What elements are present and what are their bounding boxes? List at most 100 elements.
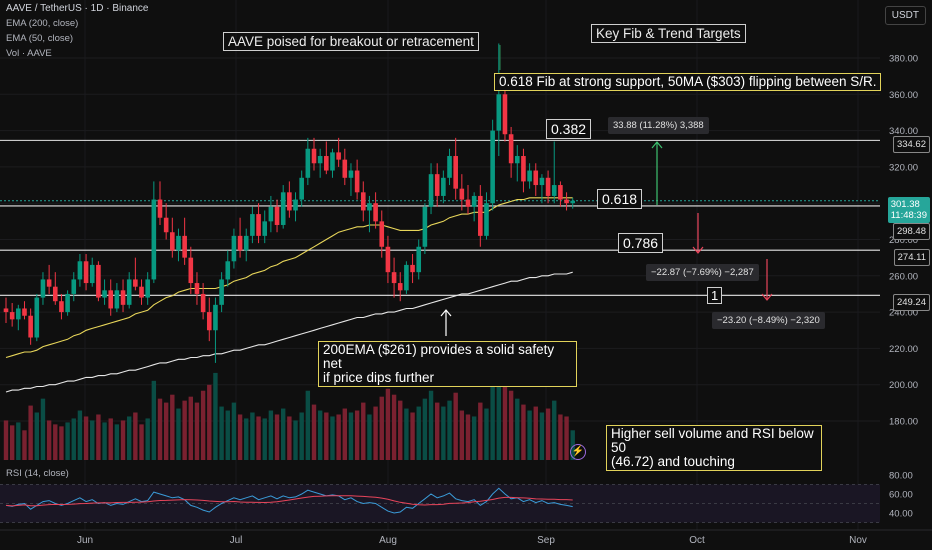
volume-bar	[170, 394, 175, 460]
volume-bar	[244, 418, 249, 460]
candle-body	[471, 195, 477, 207]
volume-bar	[231, 402, 237, 460]
time-tick-label: Sep	[537, 535, 555, 546]
currency-button[interactable]: USDT	[884, 6, 926, 25]
candle-body	[231, 235, 237, 262]
candle-body	[508, 134, 514, 164]
candle-body	[348, 170, 354, 178]
candle-body	[324, 156, 329, 171]
arrow-up-head	[651, 141, 663, 149]
volume-bar	[9, 425, 15, 460]
rsi-tick-label: 80.00	[889, 471, 913, 482]
title-annotation: AAVE poised for breakout or retracement	[223, 32, 479, 51]
candle-body	[22, 308, 27, 316]
ema200-legend[interactable]: EMA (200, close)	[6, 18, 79, 29]
candle-body	[34, 297, 40, 338]
volume-bar	[287, 416, 292, 460]
volume-bar	[262, 418, 267, 460]
candle-body	[521, 156, 526, 182]
candle-body	[96, 264, 101, 298]
ema200-note-line1: 200EMA ($261) provides a solid safety ne…	[323, 342, 555, 371]
volume-legend[interactable]: Vol · AAVE	[6, 48, 52, 59]
price-tick-label: 200.00	[889, 380, 918, 391]
candle-body	[145, 279, 150, 298]
volume-bar	[145, 418, 150, 460]
volume-bar	[3, 420, 9, 460]
volume-bar	[330, 416, 335, 460]
rsi-legend[interactable]: RSI (14, close)	[6, 468, 69, 479]
volume-bar	[398, 400, 403, 460]
candles	[3, 43, 576, 363]
volume-bar	[552, 400, 557, 460]
candle-body	[262, 221, 268, 236]
volume-bar	[502, 382, 508, 460]
candle-body	[533, 170, 539, 186]
volume-bar	[545, 408, 551, 460]
price-tick-label: 260.00	[889, 271, 918, 282]
volume-bar	[367, 414, 372, 460]
volume-bar	[274, 414, 280, 460]
volume-bar	[77, 410, 83, 460]
candle-body	[46, 279, 52, 287]
candle-body	[422, 206, 428, 247]
candle-body	[354, 170, 360, 193]
volume-bar	[46, 420, 52, 460]
candle-body	[40, 279, 46, 298]
volume-bar	[200, 390, 206, 460]
candle-body	[268, 206, 274, 222]
candle-body	[342, 159, 348, 178]
volume-bar	[219, 406, 224, 460]
candle-body	[16, 308, 21, 320]
volume-bar	[237, 414, 243, 460]
candle-body	[65, 293, 70, 313]
candle-body	[59, 301, 64, 313]
candle-body	[287, 192, 292, 211]
candle-body	[404, 264, 409, 291]
volume-bar	[163, 402, 169, 460]
candle-body	[397, 283, 403, 291]
ema50-legend[interactable]: EMA (50, close)	[6, 33, 74, 44]
candle-body	[459, 188, 465, 200]
volume-bar	[157, 398, 163, 460]
candle-body	[194, 283, 200, 294]
candle-body	[83, 261, 89, 284]
tag-fib-0618: 298.48	[892, 223, 930, 240]
time-tick-label: Nov	[849, 535, 867, 546]
volume-bar	[558, 414, 563, 460]
volume-bar	[508, 390, 514, 460]
candle-body	[367, 203, 372, 211]
volume-bar	[114, 424, 120, 460]
volume-bar	[447, 400, 452, 460]
tag-fib-1: 249.24	[892, 294, 930, 311]
volume-bar	[416, 406, 421, 460]
volume-bar	[127, 416, 132, 460]
volume-bar	[348, 412, 354, 460]
volume-bar	[65, 422, 70, 460]
volume-bar	[515, 398, 520, 460]
volume-bar	[207, 384, 212, 460]
candle-body	[280, 192, 286, 225]
candle-body	[447, 156, 452, 178]
ema200-path	[5, 271, 573, 393]
volume-bar	[83, 416, 89, 460]
candle-body	[108, 290, 114, 309]
candle-body	[514, 156, 520, 164]
volume-bar	[471, 416, 477, 460]
symbol-title[interactable]: AAVE / TetherUS · 1D · Binance	[6, 3, 149, 14]
candle-body	[360, 192, 366, 211]
price-tick-label: 180.00	[889, 417, 918, 428]
volume-bars	[3, 365, 575, 460]
candle-body	[9, 312, 15, 320]
lightning-icon[interactable]: ⚡	[570, 444, 586, 460]
volume-note-line1: Higher sell volume and RSI below 50	[611, 426, 814, 455]
volume-bar	[293, 420, 298, 460]
volume-bar	[268, 410, 274, 460]
candle-body	[545, 177, 551, 196]
candle-body	[120, 290, 126, 305]
candle-body	[410, 264, 415, 273]
volume-bar	[324, 412, 329, 460]
candle-body	[274, 206, 280, 225]
fib-0618-label: 0.618	[597, 189, 643, 209]
